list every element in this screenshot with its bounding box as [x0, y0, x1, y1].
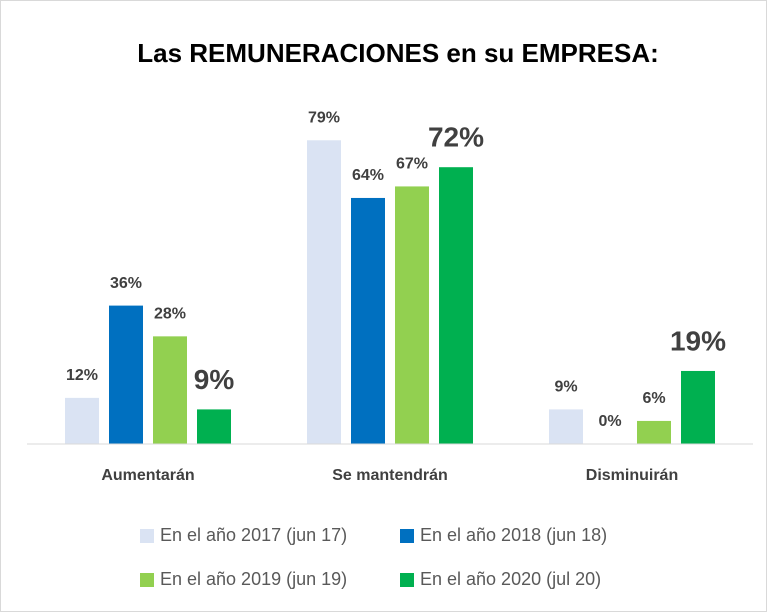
x-tick-label: Disminuirán	[586, 467, 678, 484]
bar	[351, 197, 385, 444]
bar	[307, 140, 341, 445]
value-label: 12%	[66, 367, 98, 384]
bar	[109, 305, 143, 444]
value-label: 9%	[194, 364, 235, 395]
value-label: 64%	[352, 167, 384, 184]
bar	[65, 397, 99, 444]
bar	[439, 167, 473, 444]
x-tick-label: Aumentarán	[101, 467, 194, 484]
x-tick-label: Se mantendrán	[332, 467, 448, 484]
legend-swatch	[140, 573, 154, 587]
value-label: 0%	[598, 413, 621, 430]
legend-label: En el año 2020 (jul 20)	[420, 569, 601, 589]
bar	[395, 186, 429, 444]
bar	[197, 409, 231, 444]
chart-title: Las REMUNERACIONES en su EMPRESA:	[137, 38, 659, 68]
legend-swatch	[400, 573, 414, 587]
value-label: 6%	[642, 390, 665, 407]
legend-label: En el año 2017 (jun 17)	[160, 525, 347, 545]
value-label: 67%	[396, 156, 428, 173]
legend-swatch	[400, 529, 414, 543]
value-label: 9%	[554, 379, 577, 396]
value-label: 19%	[670, 325, 726, 356]
value-label: 79%	[308, 110, 340, 127]
value-label: 36%	[110, 275, 142, 292]
legend-label: En el año 2019 (jun 19)	[160, 569, 347, 589]
bar	[637, 420, 671, 444]
bar	[549, 409, 583, 444]
legend-swatch	[140, 529, 154, 543]
value-label: 28%	[154, 306, 186, 323]
value-label: 72%	[428, 122, 484, 153]
bar	[681, 370, 715, 444]
bar	[153, 336, 187, 444]
legend-label: En el año 2018 (jun 18)	[420, 525, 607, 545]
